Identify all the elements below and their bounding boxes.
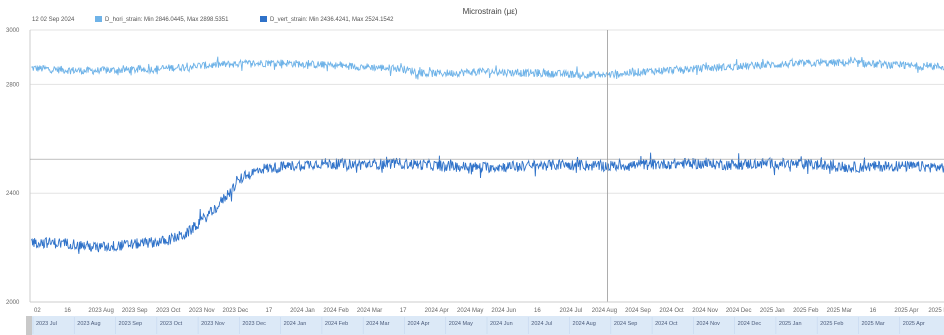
x-tick-label: 16 — [870, 308, 877, 314]
navigator-month-label: 2025 Mar — [861, 321, 884, 327]
x-tick-label: 2024 Apr — [425, 308, 449, 314]
x-tick-label: 16 — [534, 308, 541, 314]
legend-swatch-hori — [95, 16, 102, 22]
y-tick-label-2000: 2000 — [6, 300, 20, 306]
navigator-month-label: 2025 Feb — [820, 321, 843, 327]
x-tick-label: 2024 Dec — [726, 308, 752, 314]
range-navigator[interactable]: 2023 Jul 2023 Aug 2023 Sep 2023 Oct 2023 Nov… — [26, 316, 944, 335]
x-tick-label: 2023 Aug — [88, 308, 113, 314]
x-tick-label: 2023 Oct — [156, 308, 181, 314]
navigator-month-label: 2024 Jun — [490, 321, 513, 327]
navigator-month-label: 2024 Dec — [738, 321, 762, 327]
series-lines — [30, 56, 944, 254]
y-tick-label-2800: 2800 — [6, 82, 20, 88]
navigator-month-label: 2023 Aug — [77, 321, 100, 327]
navigator-month-label: 2024 Jul — [531, 321, 552, 327]
x-tick-label: 17 — [266, 308, 273, 314]
x-tick-label: 2024 May — [457, 308, 483, 314]
x-tick-label: 2025 Feb — [793, 308, 819, 314]
x-tick-label: 2023 Dec — [222, 308, 248, 314]
x-tick-label: 2024 Feb — [323, 308, 349, 314]
x-tick-label: 2025 Mar — [827, 308, 852, 314]
navigator-month-label: 2024 Jan — [284, 321, 307, 327]
x-tick-label: 2024 Sep — [625, 308, 651, 314]
navigator-month-label: 2025 Jan — [779, 321, 802, 327]
x-tick-label: 16 — [64, 308, 71, 314]
x-axis: 02 16 2023 Aug 2023 Sep 2023 Oct 2023 Nov 2023… — [30, 301, 944, 314]
navigator-month-label: 2024 Aug — [573, 321, 596, 327]
legend-label-hori[interactable]: D_hori_strain: Min 2846.0445, Max 2898.5… — [105, 17, 229, 23]
x-tick-label: 02 — [34, 308, 41, 314]
legend-swatch-vert — [260, 16, 267, 22]
navigator-month-label: 2023 Oct — [160, 321, 183, 327]
x-tick-label: 2025 Ma — [928, 308, 944, 314]
x-tick-label: 2024 Nov — [692, 308, 718, 314]
navigator-month-label: 2024 Feb — [325, 321, 348, 327]
x-tick-label: 2024 Oct — [659, 308, 684, 314]
navigator-month-label: 2024 Oct — [655, 321, 678, 327]
legend-label-vert[interactable]: D_vert_strain: Min 2436.4241, Max 2524.1… — [270, 17, 394, 23]
chart-title: Microstrain (με) — [463, 7, 518, 16]
navigator-month-label: 2023 Sep — [119, 321, 143, 327]
navigator-month-label: 2025 Apr — [903, 321, 925, 327]
x-tick-label: 2023 Nov — [189, 308, 215, 314]
x-tick-label: 2024 Aug — [592, 308, 617, 314]
navigator-month-label: 2023 Nov — [201, 321, 225, 327]
x-tick-label: 2023 Sep — [122, 308, 148, 314]
navigator-month-label: 2024 Mar — [366, 321, 389, 327]
y-tick-label-3000: 3000 — [6, 28, 20, 34]
hover-date-label: 12 02 Sep 2024 — [32, 17, 75, 23]
x-tick-label: 2024 Jun — [491, 308, 516, 314]
y-tick-label-2400: 2400 — [6, 191, 20, 197]
y-axis: 3000 2800 2400 2000 — [6, 28, 31, 306]
navigator-month-label: 2023 Dec — [242, 321, 266, 327]
x-tick-label: 2024 Mar — [357, 308, 382, 314]
x-tick-label: 2024 Jan — [290, 308, 315, 314]
x-tick-label: 2024 Jul — [560, 308, 583, 314]
series-line-D_hori_strain — [31, 56, 944, 80]
navigator-month-label: 2024 Nov — [696, 321, 720, 327]
legend[interactable]: D_hori_strain: Min 2846.0445, Max 2898.5… — [95, 16, 394, 23]
navigator-left-handle[interactable] — [26, 316, 32, 335]
x-tick-label: 17 — [400, 308, 407, 314]
crosshair — [30, 30, 944, 302]
navigator-month-label: 2024 May — [449, 321, 473, 327]
navigator-month-label: 2024 Apr — [407, 321, 429, 327]
navigator-month-label: 2024 Sep — [614, 321, 638, 327]
series-line-D_vert_strain — [30, 152, 944, 254]
x-tick-label: 2025 Jan — [760, 308, 785, 314]
x-tick-label: 2025 Apr — [894, 308, 918, 314]
navigator-month-label: 2023 Jul — [36, 321, 57, 327]
